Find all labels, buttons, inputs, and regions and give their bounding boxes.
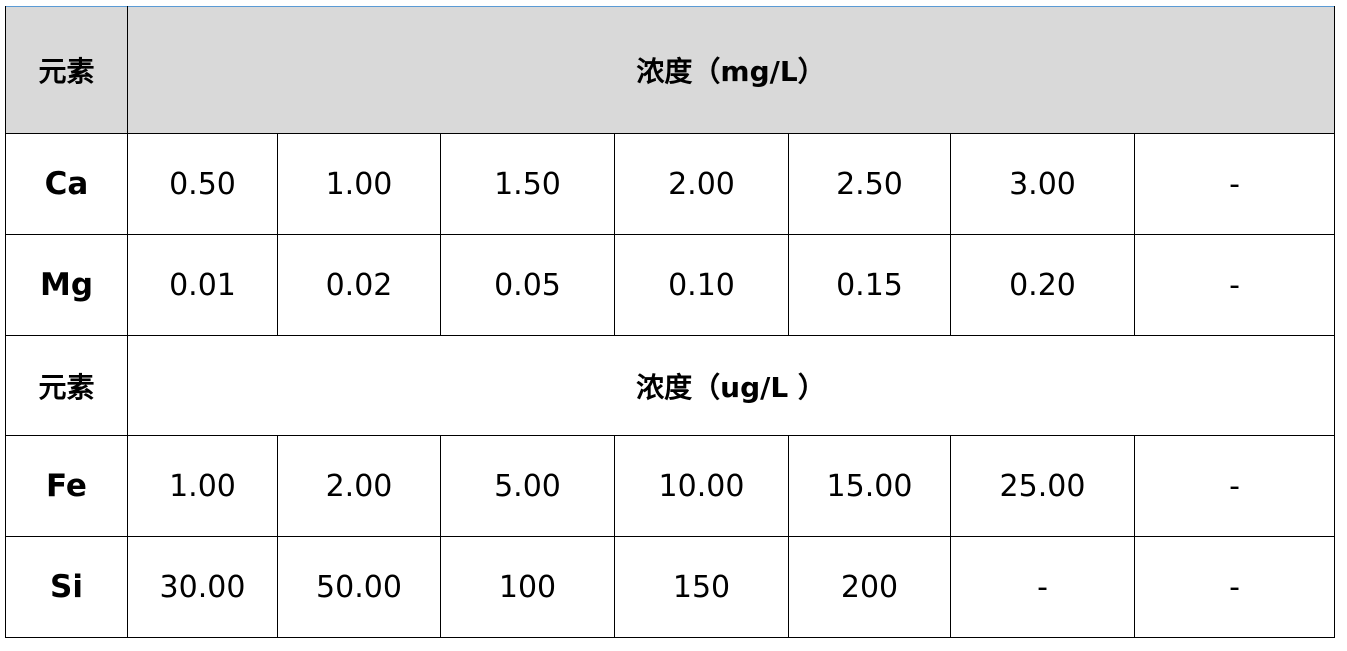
value-cell: 30.00 (127, 536, 278, 638)
element-cell: Mg (5, 234, 128, 336)
table-row-si: Si 30.00 50.00 100 150 200 - - (5, 536, 1336, 638)
header-row: 元素 浓度（mg/L） (5, 6, 1336, 134)
value-cell: - (1133, 133, 1336, 235)
value-cell: - (1133, 435, 1336, 537)
value-cell: - (950, 536, 1135, 638)
concentration-table: 元素 浓度（mg/L） Ca 0.50 1.00 1.50 2.00 2.50 … (5, 6, 1336, 638)
value-cell: 1.00 (127, 435, 278, 537)
table-row-mg: Mg 0.01 0.02 0.05 0.10 0.15 0.20 - (5, 234, 1336, 336)
table-row-fe: Fe 1.00 2.00 5.00 10.00 15.00 25.00 - (5, 435, 1336, 537)
value-cell: 0.01 (127, 234, 278, 336)
value-cell: 100 (440, 536, 615, 638)
element-header: 元素 (5, 6, 128, 134)
value-cell: 150 (614, 536, 789, 638)
concentration-subheader: 浓度（ug/L ） (126, 335, 1336, 436)
value-cell: - (1133, 536, 1336, 638)
value-cell: 3.00 (950, 133, 1135, 235)
value-cell: - (1133, 234, 1336, 336)
value-cell: 2.50 (788, 133, 951, 235)
value-cell: 2.00 (277, 435, 441, 537)
value-cell: 0.02 (277, 234, 441, 336)
value-cell: 0.10 (614, 234, 789, 336)
element-cell: Fe (5, 435, 128, 537)
value-cell: 5.00 (440, 435, 615, 537)
value-cell: 10.00 (614, 435, 789, 537)
element-cell: Ca (5, 133, 128, 235)
concentration-header: 浓度（mg/L） (126, 6, 1336, 134)
value-cell: 15.00 (788, 435, 951, 537)
value-cell: 25.00 (950, 435, 1135, 537)
value-cell: 1.50 (440, 133, 615, 235)
value-cell: 0.05 (440, 234, 615, 336)
value-cell: 0.50 (127, 133, 278, 235)
value-cell: 200 (788, 536, 951, 638)
value-cell: 0.20 (950, 234, 1135, 336)
subheader-row: 元素 浓度（ug/L ） (5, 335, 1336, 436)
element-subheader: 元素 (5, 335, 128, 436)
value-cell: 50.00 (277, 536, 441, 638)
value-cell: 2.00 (614, 133, 789, 235)
table-row-ca: Ca 0.50 1.00 1.50 2.00 2.50 3.00 - (5, 133, 1336, 235)
element-cell: Si (5, 536, 128, 638)
value-cell: 1.00 (277, 133, 441, 235)
value-cell: 0.15 (788, 234, 951, 336)
